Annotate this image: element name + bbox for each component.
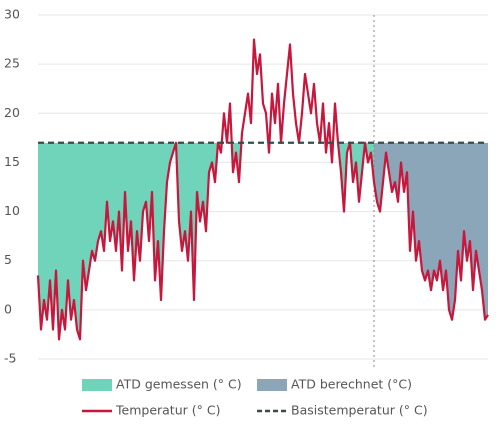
y-tick-label: 10: [4, 203, 20, 218]
y-tick-label: 30: [4, 7, 20, 22]
legend-label: ATD berechnet (°C): [291, 377, 412, 392]
legend-label: Basistemperatur (° C): [291, 403, 428, 418]
y-tick-label: 0: [4, 301, 12, 316]
legend-swatch: [257, 379, 287, 391]
legend-swatch: [82, 379, 112, 391]
y-tick-label: 15: [4, 154, 20, 169]
temperature-line: [36, 38, 489, 341]
y-tick-label: 20: [4, 105, 20, 120]
y-tick-label: 25: [4, 56, 20, 71]
legend-label: ATD gemessen (° C): [116, 377, 242, 392]
y-tick-label: 5: [4, 252, 12, 267]
y-tick-label: -5: [4, 351, 16, 366]
legend-label: Temperatur (° C): [115, 403, 220, 418]
area: [374, 142, 488, 320]
area: [38, 142, 374, 340]
